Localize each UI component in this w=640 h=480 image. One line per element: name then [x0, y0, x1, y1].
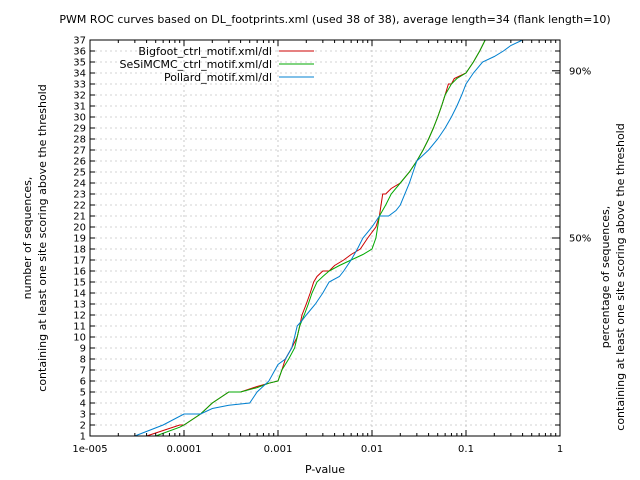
y-tick-label: 21: [73, 212, 86, 223]
series-lines: [134, 39, 523, 437]
x-tick-label: 0.001: [264, 444, 293, 455]
y-axis-label-line1: number of sequences,: [21, 177, 34, 300]
y-tick-label: 17: [73, 256, 86, 267]
y-tick-label: 18: [73, 245, 86, 256]
y-tick-label: 25: [73, 168, 86, 179]
legend-label-1: Bigfoot_ctrl_motif.xml/dl: [138, 45, 272, 58]
y-tick-label: 28: [73, 135, 86, 146]
x-tick-label: 0.01: [361, 444, 383, 455]
legend: Bigfoot_ctrl_motif.xml/dlSeSiMCMC_ctrl_m…: [120, 45, 314, 84]
y-tick-label: 27: [73, 146, 86, 157]
y-tick-label: 19: [73, 234, 86, 245]
y2-axis-label-line1: percentage of sequences,: [599, 206, 612, 348]
y-tick-label: 1: [80, 432, 86, 443]
y-axis-label-line2: containing at least one site scoring abo…: [36, 84, 49, 391]
y-tick-label: 16: [73, 267, 86, 278]
legend-label-2: SeSiMCMC_ctrl_motif.xml/dl: [120, 58, 272, 71]
x-tick-label: 0.1: [458, 444, 474, 455]
chart-title: PWM ROC curves based on DL_footprints.xm…: [59, 13, 610, 26]
y-tick-label: 9: [80, 344, 86, 355]
y-tick-label: 36: [73, 47, 86, 58]
y-tick-label: 12: [73, 311, 86, 322]
y-tick-label: 2: [80, 421, 86, 432]
y-tick-label: 11: [73, 322, 86, 333]
y2-tick-label: 90%: [569, 66, 591, 77]
y-tick-label: 34: [73, 69, 86, 80]
y-tick-label: 26: [73, 157, 86, 168]
y-tick-label: 29: [73, 124, 86, 135]
y-tick-label: 7: [80, 366, 86, 377]
y-tick-label: 6: [80, 377, 86, 388]
y-tick-label: 20: [73, 223, 86, 234]
y-tick-label: 31: [73, 102, 86, 113]
x-tick-label: 1: [557, 444, 563, 455]
y-tick-label: 23: [73, 190, 86, 201]
grid: [89, 39, 561, 437]
y-tick-label: 8: [80, 355, 86, 366]
y-tick-label: 32: [73, 91, 86, 102]
x-axis-label: P-value: [305, 463, 345, 476]
y-tick-label: 22: [73, 201, 86, 212]
y-tick-label: 10: [73, 333, 86, 344]
y-tick-label: 33: [73, 80, 86, 91]
y-tick-label: 13: [73, 300, 86, 311]
y2-tick-label: 50%: [569, 234, 591, 245]
legend-label-3: Pollard_motif.xml/dl: [164, 71, 272, 84]
y-tick-label: 4: [80, 399, 86, 410]
y-tick-label: 14: [73, 289, 86, 300]
y-tick-label: 30: [73, 113, 86, 124]
y-tick-label: 24: [73, 179, 86, 190]
x-tick-label: 0.0001: [167, 444, 202, 455]
y2-axis-label-line2: containing at least one site scoring abo…: [614, 123, 627, 430]
y-tick-label: 35: [73, 58, 86, 69]
axis-ticks: 1234567891011121314151617181920212223242…: [72, 36, 591, 456]
series-line-3: [134, 39, 523, 437]
y-tick-label: 3: [80, 410, 86, 421]
y-tick-label: 15: [73, 278, 86, 289]
y-tick-label: 5: [80, 388, 86, 399]
y-tick-label: 37: [73, 36, 86, 47]
x-tick-label: 1e-005: [72, 444, 107, 455]
